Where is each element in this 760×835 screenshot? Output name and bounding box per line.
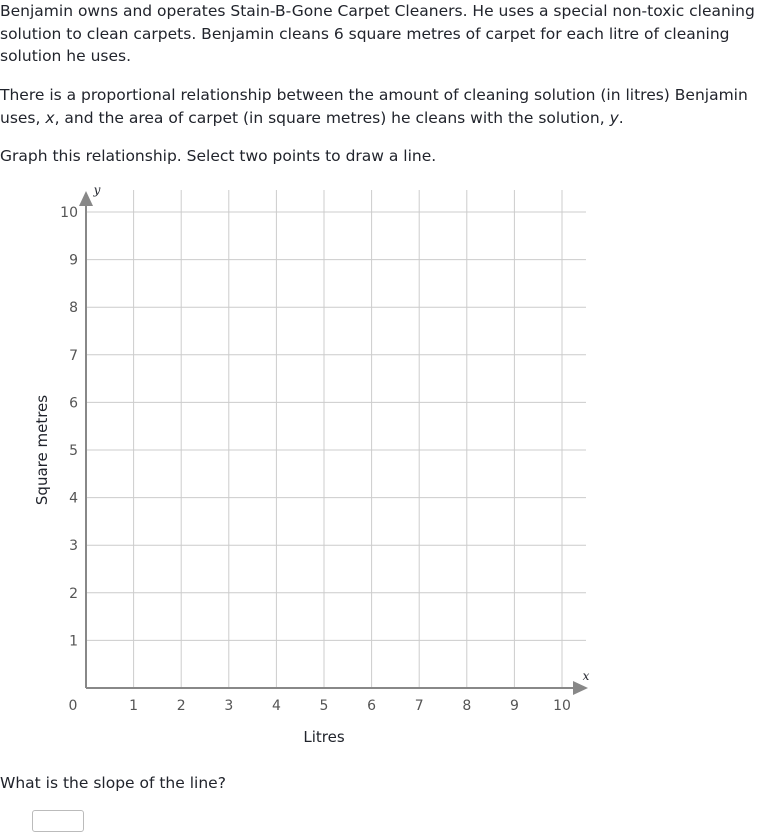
x-tick-label: 1 xyxy=(129,698,138,714)
relationship-text-1: There is a proportional relationship bet… xyxy=(0,86,748,127)
slope-answer-input[interactable] xyxy=(32,810,84,832)
x-tick-label: 10 xyxy=(553,698,571,714)
y-tick-label: 9 xyxy=(69,253,78,269)
x-axis-title: Litres xyxy=(303,728,344,746)
relationship-text-3: . xyxy=(618,108,624,127)
x-axis-arrow-icon xyxy=(573,681,588,695)
x-tick-label: 6 xyxy=(367,698,376,714)
y-tick-label: 4 xyxy=(69,491,78,507)
tick-labels: 1 2 3 4 5 6 7 8 9 10 1 2 3 4 5 6 7 8 9 10 xyxy=(60,205,571,714)
slope-question: What is the slope of the line? xyxy=(0,774,226,792)
x-axis-variable: x xyxy=(583,669,590,683)
x-tick-label: 2 xyxy=(177,698,186,714)
y-axis-arrow-icon xyxy=(79,191,93,206)
y-tick-label: 5 xyxy=(69,443,78,459)
y-tick-label: 8 xyxy=(69,300,78,316)
x-tick-label: 3 xyxy=(224,698,233,714)
coordinate-graph[interactable]: 1 2 3 4 5 6 7 8 9 10 1 2 3 4 5 6 7 8 9 10 0 x y Litres Squa… xyxy=(0,0,760,770)
graph-grid[interactable] xyxy=(86,190,586,688)
y-tick-label: 1 xyxy=(69,633,78,649)
variable-x: x xyxy=(45,108,55,127)
graph-instruction: Graph this relationship. Select two poin… xyxy=(0,147,437,165)
x-tick-label: 4 xyxy=(272,698,281,714)
x-tick-label: 9 xyxy=(510,698,519,714)
y-tick-label: 7 xyxy=(69,348,78,364)
variable-y: y xyxy=(609,108,619,127)
relationship-text-2: , and the area of carpet (in square metr… xyxy=(54,108,610,127)
problem-intro: Benjamin owns and operates Stain-B-Gone … xyxy=(0,2,755,65)
x-tick-label: 7 xyxy=(415,698,424,714)
origin-label: 0 xyxy=(69,698,78,714)
y-axis-title: Square metres xyxy=(33,395,51,505)
y-axis-variable: y xyxy=(93,183,101,197)
problem-relationship: There is a proportional relationship bet… xyxy=(0,84,760,129)
y-tick-label: 2 xyxy=(69,586,78,602)
graph-axes xyxy=(79,191,588,695)
y-tick-label: 3 xyxy=(69,538,78,554)
y-tick-label: 10 xyxy=(60,205,78,221)
x-tick-label: 8 xyxy=(462,698,471,714)
y-tick-label: 6 xyxy=(69,395,78,411)
x-tick-label: 5 xyxy=(320,698,329,714)
